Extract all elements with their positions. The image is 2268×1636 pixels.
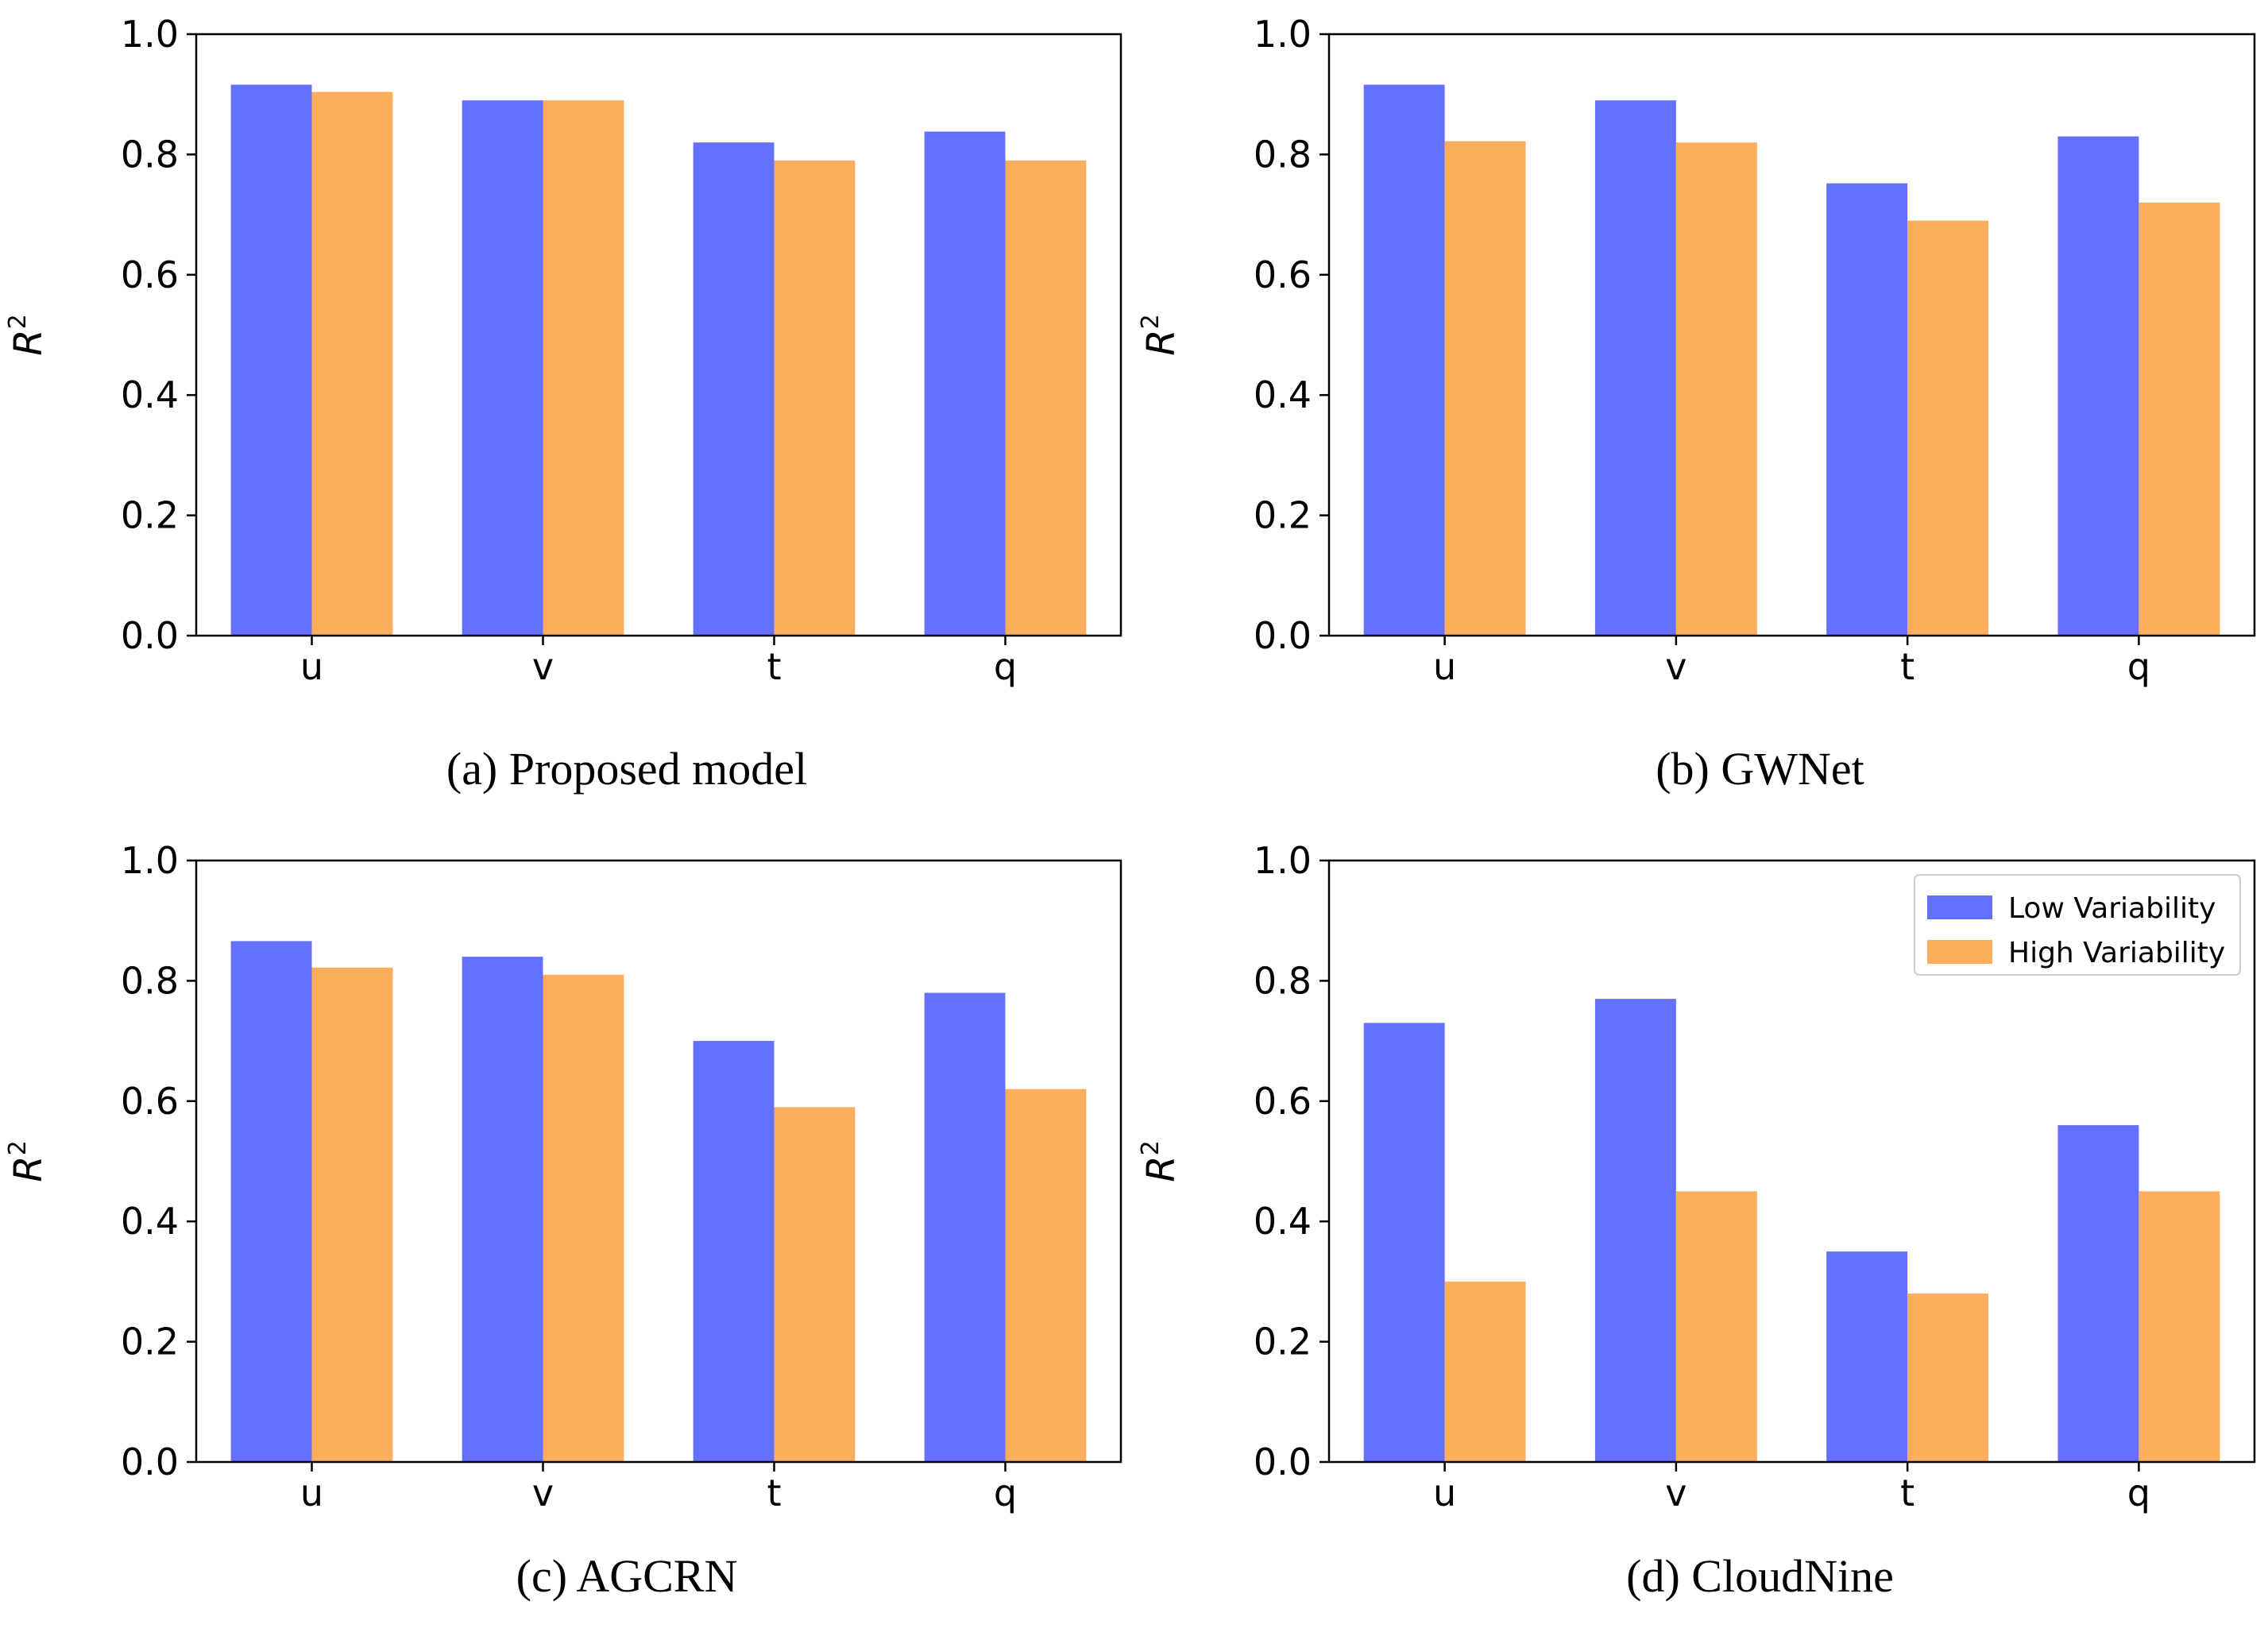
bar-low-t	[1826, 183, 1908, 636]
x-tick-label-q: q	[994, 645, 1017, 688]
bar-low-t	[1826, 1251, 1908, 1462]
bar-high-q	[1005, 160, 1087, 636]
y-axis-label: R2	[1137, 1140, 1184, 1182]
legend-label-high: High Variability	[2008, 937, 2225, 969]
bar-high-t	[774, 160, 856, 636]
y-tick-label: 0.2	[1254, 494, 1312, 537]
bar-high-t	[1907, 220, 1989, 636]
y-tick-label: 0.8	[1254, 959, 1312, 1002]
x-tick-label-t: t	[767, 1472, 781, 1514]
x-tick-label-q: q	[994, 1472, 1017, 1514]
x-tick-label-t: t	[1900, 645, 1914, 688]
y-tick-label: 0.0	[121, 1441, 179, 1483]
legend-swatch-high	[1927, 940, 1992, 964]
bar-low-v	[462, 957, 543, 1462]
bar-low-v	[1594, 999, 1676, 1462]
axes-frame	[195, 33, 1122, 637]
bar-high-u	[311, 91, 393, 636]
y-tick-label: 0.0	[121, 614, 179, 657]
y-tick-label: 1.0	[121, 839, 179, 882]
x-tick-label-v: v	[532, 645, 554, 688]
x-tick-label-q: q	[2127, 645, 2150, 688]
bar-high-v	[1675, 1191, 1757, 1462]
y-axis-label-superscript: 2	[1137, 1140, 1165, 1155]
y-axis-label: R2	[1137, 314, 1184, 355]
axes-frame	[195, 859, 1122, 1464]
bar-low-u	[1363, 84, 1445, 636]
y-tick-label: 1.0	[1254, 13, 1312, 56]
legend-label-low: Low Variability	[2008, 892, 2216, 925]
x-tick-label-v: v	[532, 1472, 554, 1514]
y-tick-label: 1.0	[121, 13, 179, 56]
axes-frame	[1327, 33, 2256, 637]
y-axis-label-superscript: 2	[4, 1140, 32, 1155]
y-tick-label: 0.8	[121, 133, 179, 176]
panel-caption: (c) AGCRN	[516, 1550, 738, 1602]
bar-high-q	[2139, 1191, 2220, 1462]
bar-low-q	[924, 131, 1006, 636]
y-tick-label: 0.4	[121, 373, 179, 416]
bar-high-v	[1675, 142, 1757, 636]
x-tick-label-u: u	[1433, 645, 1456, 688]
y-axis-label-superscript: 2	[1137, 314, 1165, 329]
panel-caption: (a) Proposed model	[446, 743, 807, 795]
bar-high-q	[1005, 1089, 1087, 1462]
y-tick-label: 0.2	[121, 494, 179, 537]
x-tick-label-u: u	[300, 1472, 323, 1514]
y-axis-label: R2	[4, 1140, 51, 1182]
bar-high-t	[1907, 1294, 1989, 1462]
y-tick-label: 0.0	[1254, 1441, 1312, 1483]
y-tick-label: 0.2	[121, 1321, 179, 1363]
x-tick-label-v: v	[1665, 1472, 1687, 1514]
y-tick-label: 0.2	[1254, 1321, 1312, 1363]
x-tick-label-t: t	[767, 645, 781, 688]
y-axis-label: R2	[4, 314, 51, 355]
x-tick-label-q: q	[2127, 1472, 2150, 1514]
bar-low-v	[462, 100, 543, 636]
legend-swatch-low	[1927, 895, 1992, 919]
chart-panel-2: 0.0 0.2 0.4 0.6 0.8 1.0 u v t q R2 (b) GWNet	[1137, 13, 2256, 795]
y-tick-label: 0.8	[1254, 133, 1312, 176]
bar-high-u	[311, 967, 393, 1462]
y-tick-label: 0.4	[1254, 373, 1312, 416]
x-tick-label-t: t	[1900, 1472, 1914, 1514]
bar-low-u	[230, 84, 312, 636]
bar-low-u	[230, 941, 312, 1462]
bar-low-u	[1363, 1023, 1445, 1462]
y-tick-label: 1.0	[1254, 839, 1312, 882]
legend-frame	[1914, 874, 2241, 976]
chart-panel-4: 0.0 0.2 0.4 0.6 0.8 1.0 u v t q R2 (d) CloudNine Low…	[1137, 839, 2256, 1602]
x-tick-label-u: u	[300, 645, 323, 688]
y-tick-label: 0.8	[121, 959, 179, 1002]
bar-low-q	[924, 992, 1006, 1462]
y-tick-label: 0.6	[1254, 253, 1312, 296]
y-tick-label: 0.6	[121, 1080, 179, 1123]
x-tick-label-u: u	[1433, 1472, 1456, 1514]
panel-caption: (b) GWNet	[1656, 743, 1864, 795]
axes-frame	[1327, 859, 2256, 1464]
y-tick-label: 0.6	[121, 253, 179, 296]
bar-high-u	[1444, 141, 1526, 636]
bar-low-t	[693, 1041, 775, 1462]
legend: Low Variability High Variability	[1914, 874, 2241, 976]
y-tick-label: 0.4	[121, 1200, 179, 1243]
y-tick-label: 0.6	[1254, 1080, 1312, 1123]
bar-low-q	[2057, 136, 2139, 636]
bar-high-u	[1444, 1281, 1526, 1462]
bar-high-t	[774, 1107, 856, 1462]
bar-high-v	[543, 974, 624, 1462]
y-axis-label-superscript: 2	[4, 314, 32, 329]
bar-low-q	[2057, 1125, 2139, 1462]
x-tick-label-v: v	[1665, 645, 1687, 688]
bar-low-v	[1594, 100, 1676, 636]
y-tick-label: 0.0	[1254, 614, 1312, 657]
chart-panel-1: 0.0 0.2 0.4 0.6 0.8 1.0 u v t q R2 (a) Proposed mod…	[4, 13, 1122, 795]
bar-high-q	[2139, 202, 2220, 636]
y-tick-label: 0.4	[1254, 1200, 1312, 1243]
panel-caption: (d) CloudNine	[1626, 1550, 1894, 1602]
bar-high-v	[543, 100, 624, 636]
chart-panel-3: 0.0 0.2 0.4 0.6 0.8 1.0 u v t q R2 (c) AGCRN	[4, 839, 1122, 1602]
bar-low-t	[693, 142, 775, 636]
